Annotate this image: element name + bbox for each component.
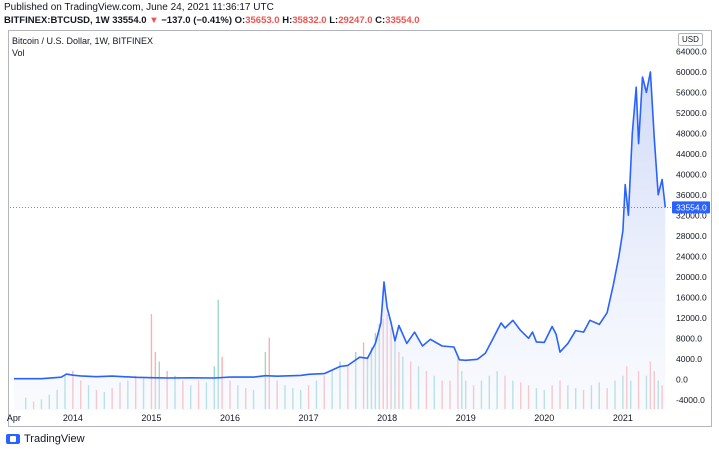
- last-price: 33554.0: [112, 15, 147, 26]
- x-tick-label: 2018: [377, 413, 397, 423]
- chart-frame[interactable]: [8, 30, 712, 427]
- volume-bar: [268, 337, 270, 409]
- price-change: −137.0 (−0.41%): [161, 15, 233, 26]
- volume-bar: [150, 314, 153, 409]
- currency-button[interactable]: USD: [678, 33, 703, 46]
- y-tick-label: 52000.0: [676, 108, 707, 118]
- close-value: 33554.0: [385, 15, 420, 26]
- x-tick-label: 2021: [613, 413, 633, 423]
- y-tick-label: 40000.0: [676, 169, 707, 179]
- volume-bar: [217, 299, 219, 409]
- y-tick-label: 56000.0: [676, 87, 707, 97]
- y-tick-label: 0.0: [676, 374, 688, 384]
- y-tick-label: 24000.0: [676, 251, 707, 261]
- price-line: [13, 71, 667, 380]
- y-tick-label: -4000.0: [676, 395, 705, 405]
- y-tick-label: 12000.0: [676, 313, 707, 323]
- legend-vol: Vol: [12, 48, 25, 58]
- open-value: 35653.0: [245, 15, 280, 26]
- y-tick-label: 32000.0: [676, 210, 707, 220]
- change-arrow: ▼: [149, 15, 159, 26]
- price-tag-text: 33554.0: [676, 202, 707, 212]
- brand-name: TradingView: [24, 433, 85, 445]
- high-value: 35832.0: [292, 15, 327, 26]
- x-axis: Apr 2014 2015 2016 2017 2018 2019 2020 2021: [7, 413, 633, 423]
- x-tick-label: 2014: [63, 413, 83, 423]
- y-tick-label: 28000.0: [676, 231, 707, 241]
- close-label: C:: [375, 15, 386, 26]
- tradingview-brand[interactable]: TradingView: [6, 433, 85, 445]
- price-area: [13, 71, 666, 411]
- symbol-label: BITFINEX:BTCUSD, 1W: [4, 15, 110, 26]
- y-tick-label: 64000.0: [676, 46, 707, 56]
- low-value: 29247.0: [338, 15, 373, 26]
- y-tick-label: 60000.0: [676, 67, 707, 77]
- tradingview-logo-icon: [6, 434, 20, 444]
- y-tick-label: 44000.0: [676, 149, 707, 159]
- published-line: Published on TradingView.com, June 24, 2…: [4, 2, 274, 13]
- legend-title: Bitcoin / U.S. Dollar, 1W, BITFINEX: [12, 36, 154, 46]
- x-tick-label: 2020: [534, 413, 554, 423]
- x-tick-label: 2019: [456, 413, 476, 423]
- x-tick-label: 2015: [141, 413, 161, 423]
- y-tick-label: 20000.0: [676, 272, 707, 282]
- quote-line: BITFINEX:BTCUSD, 1W 33554.0 ▼ −137.0 (−0…: [4, 15, 420, 26]
- price-tag: 33554.0: [672, 201, 710, 214]
- x-tick-label: 2017: [299, 413, 319, 423]
- y-axis: 64000.0 60000.0 56000.0 52000.0 48000.0 44000…: [676, 46, 707, 404]
- x-tick-label: Apr: [7, 413, 21, 423]
- y-tick-label: 4000.0: [676, 354, 702, 364]
- y-tick-label: 48000.0: [676, 128, 707, 138]
- low-label: L:: [329, 15, 339, 26]
- chart-legend: Bitcoin / U.S. Dollar, 1W, BITFINEX Vol: [12, 35, 153, 59]
- open-label: O:: [234, 15, 246, 26]
- y-tick-label: 16000.0: [676, 292, 707, 302]
- y-tick-label: 36000.0: [676, 190, 707, 200]
- high-label: H:: [282, 15, 293, 26]
- y-tick-label: 8000.0: [676, 333, 702, 343]
- x-tick-label: 2016: [220, 413, 240, 423]
